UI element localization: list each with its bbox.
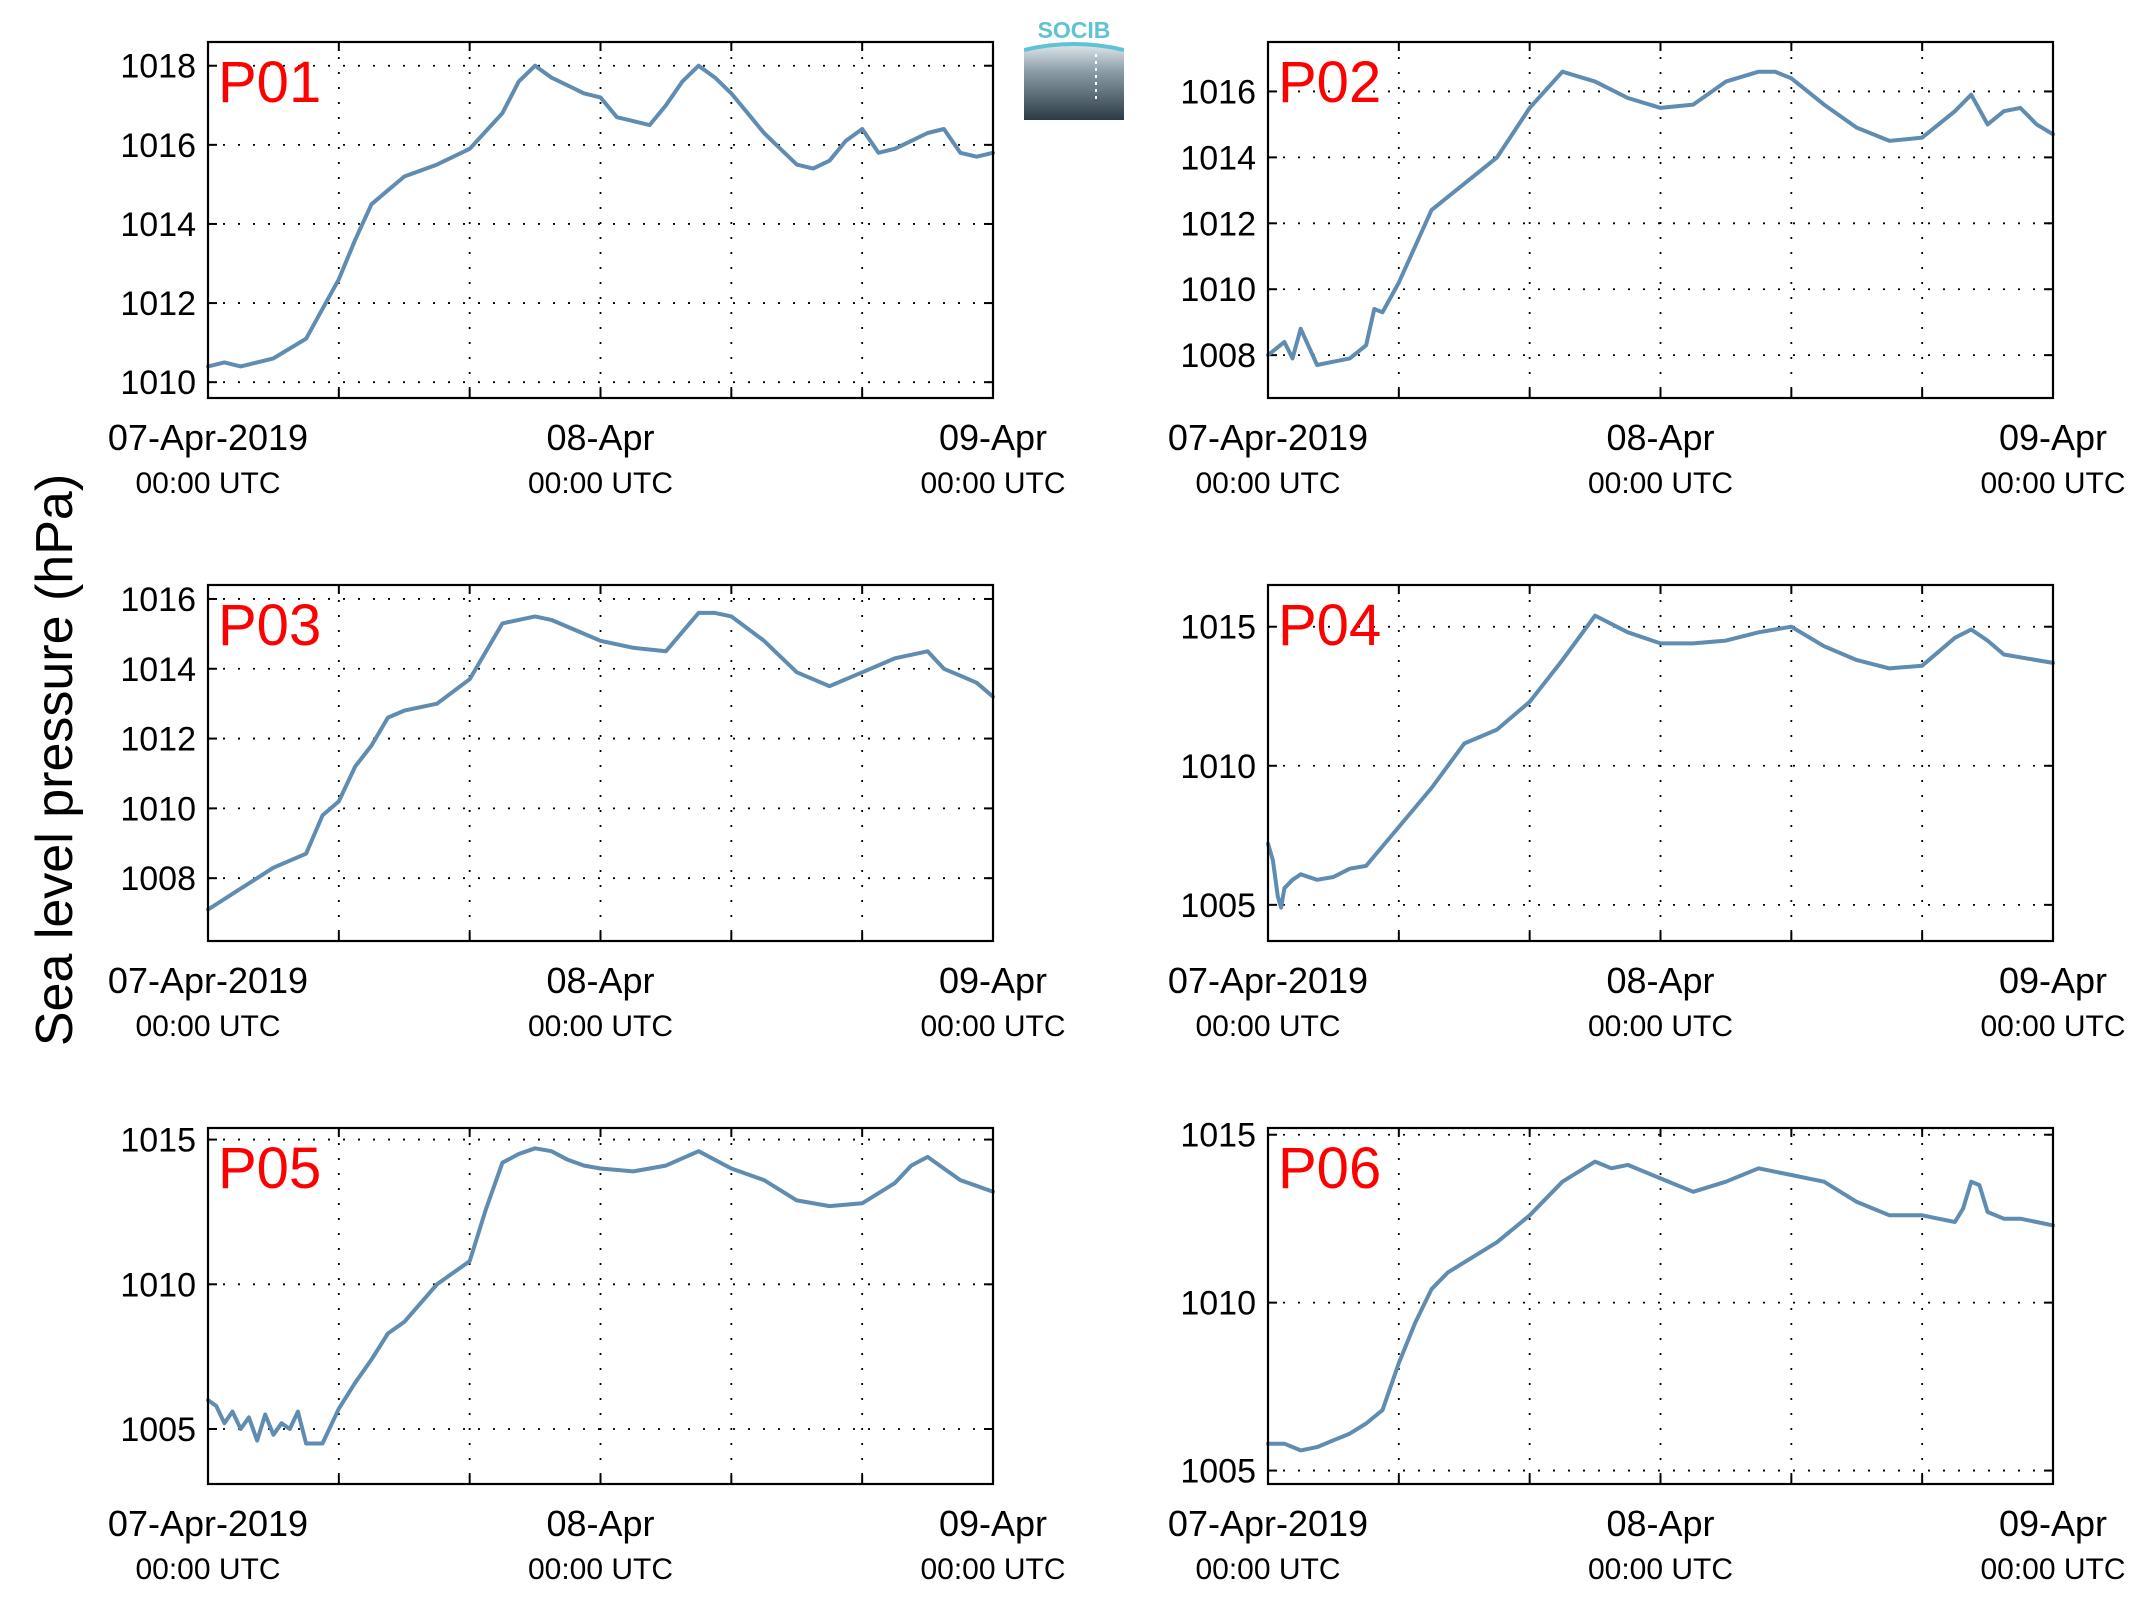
chart-3-xtick-label: 09-Apr bbox=[939, 960, 1047, 1001]
chart-5-station-label: P05 bbox=[218, 1136, 321, 1201]
chart-4-ytick-label: 1015 bbox=[1180, 609, 1256, 647]
chart-3-ytick-label: 1016 bbox=[120, 581, 196, 619]
chart-6-station-label: P06 bbox=[1278, 1136, 1381, 1201]
chart-1-ytick-label: 1010 bbox=[120, 364, 196, 402]
chart-1-station-label: P01 bbox=[218, 50, 321, 115]
chart-2-station-label: P02 bbox=[1278, 50, 1381, 115]
chart-3-xtick-label: 08-Apr bbox=[546, 960, 654, 1001]
chart-3-ytick-label: 1014 bbox=[120, 651, 196, 689]
chart-5-xtick-sublabel: 00:00 UTC bbox=[135, 1553, 280, 1586]
chart-6-ytick-label: 1005 bbox=[1180, 1453, 1256, 1491]
chart-6-axes-frame bbox=[1266, 1126, 2055, 1486]
chart-2-ytick-label: 1016 bbox=[1180, 73, 1256, 111]
chart-2-ytick-label: 1014 bbox=[1180, 139, 1256, 177]
chart-6-xtick-sublabel: 00:00 UTC bbox=[1588, 1553, 1733, 1586]
chart-3-xtick-sublabel: 00:00 UTC bbox=[135, 1010, 280, 1043]
chart-5-xtick-label: 08-Apr bbox=[546, 1503, 654, 1544]
chart-6-xtick-sublabel: 00:00 UTC bbox=[1980, 1553, 2125, 1586]
chart-4-xtick-sublabel: 00:00 UTC bbox=[1195, 1010, 1340, 1043]
chart-1-xtick-label: 07-Apr-2019 bbox=[108, 417, 308, 458]
chart-1-xtick-sublabel: 00:00 UTC bbox=[135, 467, 280, 500]
chart-6-ytick-label: 1015 bbox=[1180, 1117, 1256, 1155]
chart-5-xtick-label: 07-Apr-2019 bbox=[108, 1503, 308, 1544]
chart-1-xtick-label: 09-Apr bbox=[939, 417, 1047, 458]
chart-2-xtick-sublabel: 00:00 UTC bbox=[1980, 467, 2125, 500]
chart-4-axes-frame bbox=[1266, 583, 2055, 943]
chart-4-xtick-label: 09-Apr bbox=[1999, 960, 2107, 1001]
chart-4-station-label: P04 bbox=[1278, 593, 1381, 658]
chart-4-ytick-label: 1010 bbox=[1180, 748, 1256, 786]
chart-2-xtick-label: 07-Apr-2019 bbox=[1168, 417, 1368, 458]
chart-3-xtick-label: 07-Apr-2019 bbox=[108, 960, 308, 1001]
chart-4-ytick-label: 1005 bbox=[1180, 887, 1256, 925]
chart-5-xtick-sublabel: 00:00 UTC bbox=[920, 1553, 1065, 1586]
chart-1-series-line bbox=[206, 63, 995, 369]
chart-3-series-line bbox=[206, 610, 995, 912]
chart-4-xtick-label: 07-Apr-2019 bbox=[1168, 960, 1368, 1001]
chart-3-xtick-sublabel: 00:00 UTC bbox=[920, 1010, 1065, 1043]
chart-3-ytick-label: 1010 bbox=[120, 790, 196, 828]
chart-3-ytick-label: 1012 bbox=[120, 721, 196, 759]
chart-2-series-line bbox=[1266, 69, 2055, 367]
chart-4-xtick-sublabel: 00:00 UTC bbox=[1588, 1010, 1733, 1043]
chart-2-ytick-label: 1010 bbox=[1180, 271, 1256, 309]
chart-1-xtick-label: 08-Apr bbox=[546, 417, 654, 458]
chart-5-series-line bbox=[206, 1146, 995, 1446]
chart-2-xtick-sublabel: 00:00 UTC bbox=[1588, 467, 1733, 500]
chart-3-xtick-sublabel: 00:00 UTC bbox=[528, 1010, 673, 1043]
chart-5-xtick-sublabel: 00:00 UTC bbox=[528, 1553, 673, 1586]
chart-2-axes-frame bbox=[1266, 40, 2055, 400]
chart-3-station-label: P03 bbox=[218, 593, 321, 658]
chart-5-ytick-label: 1010 bbox=[120, 1266, 196, 1304]
chart-4-series-line bbox=[1266, 613, 2055, 910]
chart-6-xtick-label: 08-Apr bbox=[1606, 1503, 1714, 1544]
chart-6-ytick-label: 1010 bbox=[1180, 1285, 1256, 1323]
chart-4-xtick-sublabel: 00:00 UTC bbox=[1980, 1010, 2125, 1043]
chart-3-ytick-label: 1008 bbox=[120, 860, 196, 898]
chart-1-ytick-label: 1014 bbox=[120, 206, 196, 244]
chart-2-ytick-label: 1012 bbox=[1180, 205, 1256, 243]
chart-6-xtick-label: 09-Apr bbox=[1999, 1503, 2107, 1544]
chart-6-xtick-label: 07-Apr-2019 bbox=[1168, 1503, 1368, 1544]
y-axis-label: Sea level pressure (hPa) bbox=[26, 474, 84, 1046]
chart-2-xtick-label: 09-Apr bbox=[1999, 417, 2107, 458]
chart-2-ytick-label: 1008 bbox=[1180, 337, 1256, 375]
chart-1-ytick-label: 1016 bbox=[120, 127, 196, 165]
chart-5-xtick-label: 09-Apr bbox=[939, 1503, 1047, 1544]
chart-1-xtick-sublabel: 00:00 UTC bbox=[920, 467, 1065, 500]
chart-1-ytick-label: 1018 bbox=[120, 48, 196, 86]
chart-6-series-line bbox=[1266, 1159, 2055, 1453]
chart-5-ytick-label: 1015 bbox=[120, 1122, 196, 1160]
chart-1-axes-frame bbox=[206, 40, 995, 400]
chart-1-xtick-sublabel: 00:00 UTC bbox=[528, 467, 673, 500]
chart-5-axes-frame bbox=[206, 1126, 995, 1486]
chart-1-ytick-label: 1012 bbox=[120, 285, 196, 323]
logo-text: SOCIB bbox=[1038, 17, 1111, 43]
socib-logo: SOCIB bbox=[1024, 17, 1124, 120]
chart-2-xtick-sublabel: 00:00 UTC bbox=[1195, 467, 1340, 500]
chart-2-xtick-label: 08-Apr bbox=[1606, 417, 1714, 458]
chart-4-xtick-label: 08-Apr bbox=[1606, 960, 1714, 1001]
chart-5-ytick-label: 1005 bbox=[120, 1411, 196, 1449]
chart-6-xtick-sublabel: 00:00 UTC bbox=[1195, 1553, 1340, 1586]
chart-3-axes-frame bbox=[206, 583, 995, 943]
